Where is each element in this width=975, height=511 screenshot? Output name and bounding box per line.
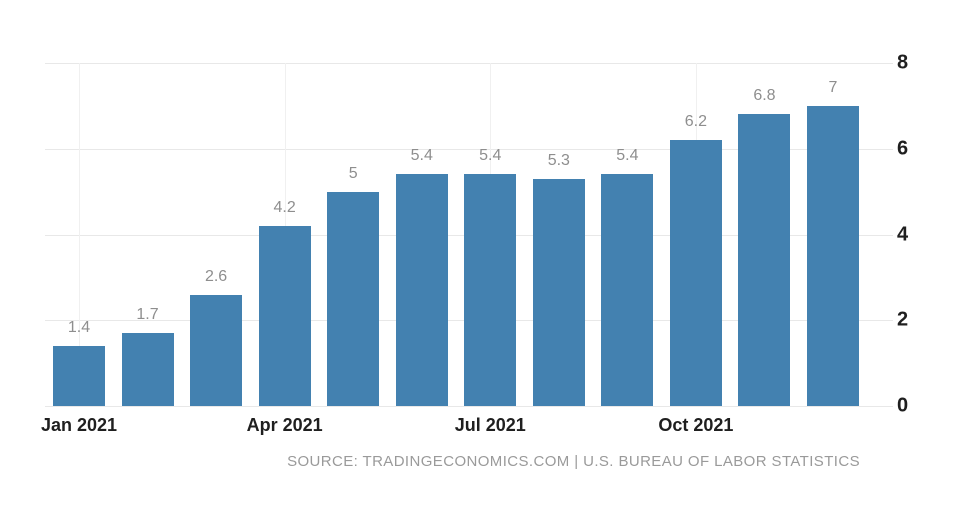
bar-value-label-jun-2021: 5.4	[410, 147, 433, 165]
y-tick-label-6: 6	[897, 137, 909, 160]
bar-jun-2021[interactable]	[395, 174, 448, 406]
bar-value-label-aug-2021: 5.3	[547, 151, 570, 169]
bar-value-label-sep-2021: 5.4	[616, 147, 639, 165]
y-tick-label-2: 2	[897, 308, 909, 331]
x-tick-label-jan-2021: Jan 2021	[40, 415, 118, 435]
bar-dec-2021[interactable]	[806, 105, 859, 406]
bar-jan-2021[interactable]	[53, 345, 105, 406]
bar-value-label-may-2021: 5	[348, 164, 358, 182]
gridline-y-6	[45, 148, 893, 150]
y-tick-label-4: 4	[897, 223, 909, 245]
bar-value-label-apr-2021: 4.2	[273, 198, 296, 216]
bar-jul-2021[interactable]	[464, 174, 517, 406]
bar-oct-2021[interactable]	[669, 140, 722, 406]
bar-value-label-dec-2021: 7	[828, 78, 838, 96]
bar-value-label-jan-2021: 1.4	[67, 318, 91, 336]
bar-feb-2021[interactable]	[121, 333, 174, 406]
gridline-y-8	[45, 63, 893, 64]
bar-mar-2021[interactable]	[190, 294, 243, 406]
bar-sep-2021[interactable]	[601, 174, 654, 406]
bar-value-label-nov-2021: 6.8	[753, 87, 776, 105]
x-tick-label-oct-2021: Oct 2021	[658, 415, 734, 435]
bar-apr-2021[interactable]	[258, 225, 311, 406]
bar-value-label-mar-2021: 2.6	[204, 267, 228, 285]
bar-nov-2021[interactable]	[738, 114, 791, 406]
bar-value-label-oct-2021: 6.2	[684, 113, 708, 131]
y-tick-label-8: 8	[897, 51, 909, 74]
gridline-y-0	[45, 406, 893, 407]
gridline-x-jan-2021	[79, 63, 80, 406]
y-tick-label-0: 0	[897, 394, 909, 417]
x-tick-label-apr-2021: Apr 2021	[246, 415, 323, 435]
x-tick-label-jul-2021: Jul 2021	[454, 415, 526, 435]
bar-value-label-jul-2021: 5.4	[479, 147, 502, 165]
bar-may-2021[interactable]	[327, 191, 380, 406]
bar-aug-2021[interactable]	[532, 178, 585, 406]
bar-value-label-feb-2021: 1.7	[136, 306, 159, 324]
source-attribution: SOURCE: TRADINGECONOMICS.COM | U.S. BURE…	[287, 453, 860, 470]
